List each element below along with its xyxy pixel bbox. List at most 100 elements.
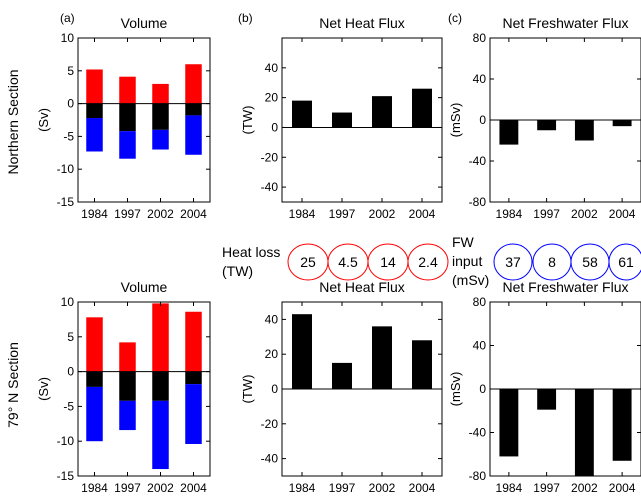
fw-input-label-line3: (mSv): [452, 272, 489, 288]
y-tick-label: -5: [63, 399, 74, 413]
x-tick-label: 2002: [147, 207, 174, 221]
bar-light-outflow-2004: [185, 115, 202, 155]
bar-dense-outflow-2002: [152, 103, 169, 130]
y-tick-label: -15: [57, 195, 75, 209]
x-tick-label: 1997: [329, 207, 356, 221]
fw-input-label-line2: input: [452, 253, 482, 269]
y-tick-label: 0: [479, 113, 486, 127]
chart-title: Net Freshwater Flux: [502, 279, 628, 295]
bar-1984: [499, 120, 519, 145]
bar-1997: [537, 389, 557, 410]
x-tick-label: 1984: [496, 481, 523, 495]
x-tick-label: 2004: [409, 207, 436, 221]
bar-dense-outflow-2002: [152, 371, 169, 401]
y-tick-label: 10: [61, 31, 75, 45]
bar-2002: [372, 326, 392, 389]
x-tick-label: 1997: [114, 207, 141, 221]
heat-loss-circle-1997: 4.5: [327, 243, 369, 281]
heat-loss-label-line2: (TW): [222, 263, 253, 279]
y-tick-label: 5: [67, 64, 74, 78]
bar-light-outflow-2002: [152, 400, 169, 470]
x-tick-label: 1984: [81, 481, 108, 495]
heat-loss-label-line1: Heat loss: [222, 244, 280, 260]
bar-1997: [332, 362, 352, 389]
bar-inflow-1984: [86, 317, 103, 372]
plot-frame: [77, 301, 211, 477]
y-axis-label: (mSv): [448, 372, 463, 407]
bar-1984: [292, 314, 312, 389]
bar-2002: [574, 389, 594, 476]
y-tick-label: -20: [261, 150, 279, 164]
bar-2002: [372, 96, 392, 128]
fw-input-ring: [493, 243, 533, 281]
y-tick-label: 10: [61, 295, 75, 309]
bar-inflow-2004: [185, 311, 202, 372]
y-tick-label: -80: [469, 469, 487, 483]
plot-frame: [281, 37, 443, 203]
bar-2004: [612, 120, 632, 127]
y-tick-label: 0: [67, 365, 74, 379]
bar-light-outflow-2004: [185, 384, 202, 444]
bar-1997: [332, 112, 352, 128]
x-tick-label: 1984: [289, 481, 316, 495]
fw-input-row: FW input (mSv) 37 8 58 61: [452, 234, 641, 288]
fw-input-circle-1984: 37: [493, 243, 533, 281]
chart-panel-2: 1984 1997 2002 2004 40 20 0 -20 -40 Net Heat Flux…: [240, 15, 443, 221]
x-tick-label: 1997: [329, 481, 356, 495]
heat-loss-circle-1984: 25: [287, 243, 329, 281]
fw-input-value: 37: [505, 254, 521, 270]
y-tick-label: -40: [469, 154, 487, 168]
bar-light-outflow-1997: [119, 400, 136, 431]
row-label-northern: Northern Section: [5, 69, 21, 174]
x-tick-label: 1984: [81, 207, 108, 221]
y-tick-label: -40: [261, 452, 279, 466]
bar-dense-outflow-2004: [185, 103, 202, 116]
chart-title: Net Heat Flux: [319, 15, 405, 31]
charts-container: 1984 1997 2002 2004 10 5 0 -5 -10 -15 Volume (Sv) 19…: [36, 15, 641, 495]
bar-inflow-1984: [86, 69, 103, 104]
y-tick-label: -5: [63, 129, 74, 143]
y-tick-label: -15: [57, 469, 75, 483]
y-tick-label: 40: [473, 339, 487, 353]
fw-input-label-line1: FW: [452, 234, 475, 250]
chart-title: Net Heat Flux: [319, 279, 405, 295]
bar-light-outflow-2002: [152, 129, 169, 150]
bar-dense-outflow-2004: [185, 371, 202, 385]
x-tick-label: 2004: [180, 207, 207, 221]
bar-dense-outflow-1984: [86, 371, 103, 387]
y-tick-label: -40: [469, 426, 487, 440]
bar-inflow-2002: [152, 303, 169, 372]
heat-loss-ring: [407, 243, 449, 281]
x-tick-label: 1984: [496, 207, 523, 221]
chart-title: Volume: [121, 279, 168, 295]
bar-2002: [574, 120, 594, 141]
chart-title: Net Freshwater Flux: [502, 15, 628, 31]
x-tick-label: 2002: [571, 207, 598, 221]
y-tick-label: 0: [479, 382, 486, 396]
bar-1997: [537, 120, 557, 131]
y-tick-label: 20: [265, 91, 279, 105]
panel-letter-a: (a): [60, 11, 75, 25]
y-axis-label: (Sv): [36, 108, 51, 132]
x-tick-label: 1997: [533, 207, 560, 221]
y-axis-label: (TW): [240, 375, 255, 404]
heat-loss-value: 4.5: [338, 254, 358, 270]
row-label-79n: 79° N Section: [5, 342, 21, 428]
heat-loss-value: 2.4: [418, 254, 438, 270]
fw-input-circle-2002: 58: [570, 243, 610, 281]
chart-panel-6: 1984 1997 2002 2004 80 40 0 -40 -80 Net Freshwate…: [448, 279, 641, 495]
y-tick-label: 20: [265, 347, 279, 361]
fw-input-value: 61: [618, 254, 634, 270]
bar-light-outflow-1984: [86, 118, 103, 152]
y-tick-label: -10: [57, 162, 75, 176]
panel-letter-b: (b): [238, 11, 253, 25]
bar-2004: [412, 88, 432, 128]
chart-panel-1: 1984 1997 2002 2004 10 5 0 -5 -10 -15 Volume (Sv): [36, 15, 211, 221]
plot-frame: [77, 37, 211, 203]
y-axis-label: (mSv): [448, 103, 463, 138]
chart-panel-5: 1984 1997 2002 2004 40 20 0 -20 -40 Net Heat Flux…: [240, 279, 443, 495]
x-tick-label: 2002: [571, 481, 598, 495]
fw-input-ring: [608, 243, 641, 281]
heat-loss-circle-2002: 14: [367, 243, 409, 281]
